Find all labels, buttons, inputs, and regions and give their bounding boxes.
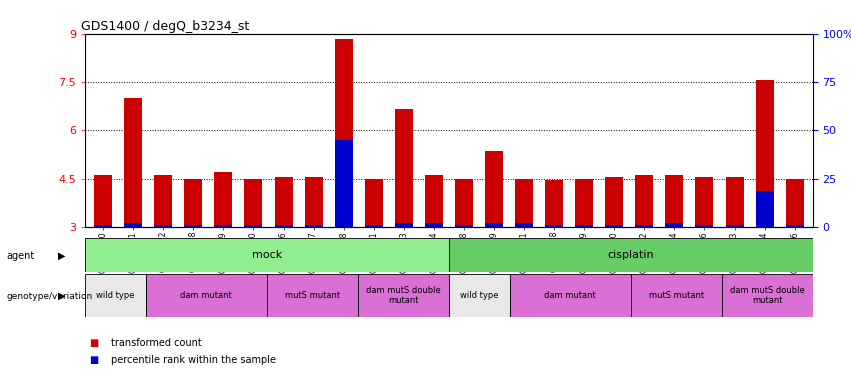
Text: mock: mock <box>252 250 283 260</box>
Bar <box>449 274 510 317</box>
Bar <box>334 140 352 227</box>
Bar <box>636 176 654 227</box>
Bar <box>545 225 563 227</box>
Text: ▶: ▶ <box>58 251 65 261</box>
Bar <box>214 172 232 227</box>
Bar <box>575 178 593 227</box>
Text: mutS mutant: mutS mutant <box>648 291 704 300</box>
Text: dam mutant: dam mutant <box>180 291 232 300</box>
Bar <box>665 176 683 227</box>
Text: percentile rank within the sample: percentile rank within the sample <box>111 355 276 365</box>
Bar <box>455 178 473 227</box>
Bar <box>631 274 722 317</box>
Bar <box>244 178 262 227</box>
Text: GDS1400 / degQ_b3234_st: GDS1400 / degQ_b3234_st <box>82 20 249 33</box>
Bar <box>665 223 683 227</box>
Text: cisplatin: cisplatin <box>608 250 654 260</box>
Bar <box>275 177 293 227</box>
Bar <box>605 177 623 227</box>
Bar <box>275 225 293 227</box>
Text: dam mutS double
mutant: dam mutS double mutant <box>366 286 441 305</box>
Bar <box>726 177 744 227</box>
Bar <box>575 225 593 227</box>
Bar <box>244 225 262 227</box>
Bar <box>515 223 533 227</box>
Bar <box>515 178 533 227</box>
Bar <box>756 80 774 227</box>
Text: agent: agent <box>7 251 35 261</box>
Bar <box>485 223 503 227</box>
Bar <box>94 176 112 227</box>
Bar <box>455 225 473 227</box>
Text: wild type: wild type <box>460 291 499 300</box>
Bar <box>124 223 142 227</box>
Bar <box>545 180 563 227</box>
Bar <box>449 238 813 272</box>
Text: ■: ■ <box>89 355 99 365</box>
Bar <box>305 225 323 227</box>
Text: mutS mutant: mutS mutant <box>285 291 340 300</box>
Bar <box>358 274 449 317</box>
Bar <box>756 192 774 227</box>
Bar <box>785 178 803 227</box>
Bar <box>267 274 358 317</box>
Bar <box>305 177 323 227</box>
Bar <box>695 225 713 227</box>
Bar <box>185 178 203 227</box>
Bar <box>425 176 443 227</box>
Text: ▶: ▶ <box>58 291 65 301</box>
Bar <box>395 110 413 227</box>
Text: genotype/variation: genotype/variation <box>7 292 93 301</box>
Bar <box>722 274 813 317</box>
Text: transformed count: transformed count <box>111 338 202 348</box>
Bar <box>726 225 744 227</box>
Bar <box>154 225 172 227</box>
Text: dam mutS double
mutant: dam mutS double mutant <box>730 286 804 305</box>
Bar <box>785 225 803 227</box>
Bar <box>365 178 383 227</box>
Bar <box>85 238 449 272</box>
Bar <box>510 274 631 317</box>
Text: ■: ■ <box>89 338 99 348</box>
Bar <box>334 39 352 227</box>
Text: wild type: wild type <box>96 291 134 300</box>
Bar <box>365 225 383 227</box>
Bar <box>605 225 623 227</box>
Bar <box>124 98 142 227</box>
Bar <box>154 176 172 227</box>
Bar <box>85 274 146 317</box>
Bar <box>94 225 112 227</box>
Bar <box>425 223 443 227</box>
Text: dam mutant: dam mutant <box>545 291 596 300</box>
Bar <box>214 225 232 227</box>
Bar <box>146 274 267 317</box>
Bar <box>185 225 203 227</box>
Bar <box>395 223 413 227</box>
Bar <box>695 177 713 227</box>
Bar <box>485 151 503 227</box>
Bar <box>636 225 654 227</box>
